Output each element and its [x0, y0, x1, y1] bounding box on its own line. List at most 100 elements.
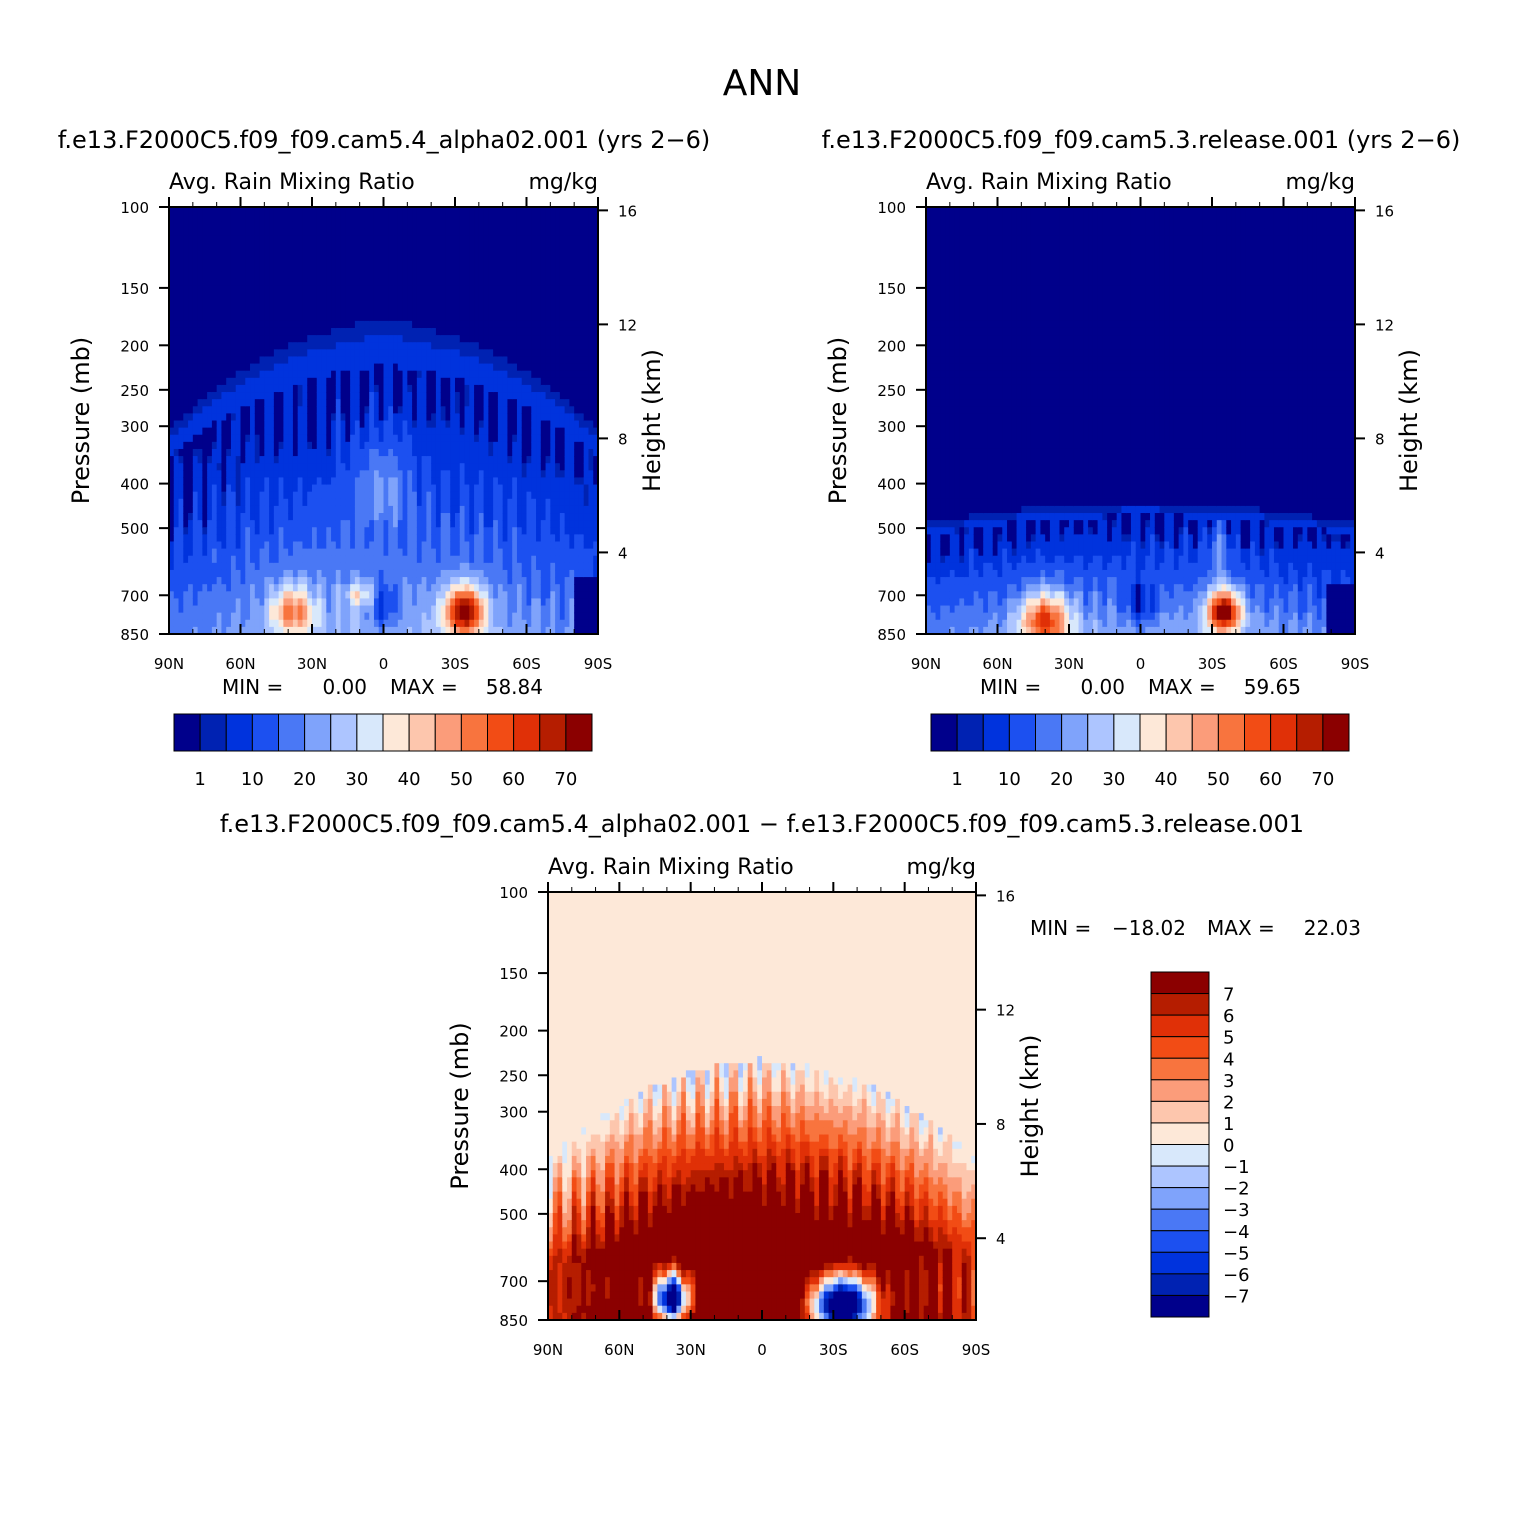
- contour-cell: [197, 619, 203, 628]
- contour-cell: [240, 370, 246, 379]
- contour-cell: [359, 626, 366, 635]
- contour-cell: [450, 313, 456, 322]
- contour-cell: [512, 491, 518, 500]
- contour-cell: [402, 327, 408, 336]
- contour-cell: [426, 527, 432, 535]
- contour-cell: [474, 420, 480, 429]
- contour-cell: [297, 406, 304, 414]
- contour-cell: [359, 541, 366, 550]
- contour-cell: [312, 249, 318, 258]
- contour-cell: [383, 207, 389, 215]
- contour-cell: [202, 335, 208, 343]
- contour-cell: [169, 327, 175, 336]
- contour-cell: [493, 399, 499, 407]
- contour-cell: [445, 221, 451, 229]
- contour-cell: [207, 626, 213, 635]
- contour-cell: [493, 271, 499, 279]
- contour-cell: [316, 612, 323, 621]
- contour-cell: [545, 612, 551, 621]
- contour-cell: [197, 207, 203, 215]
- contour-cell: [278, 520, 284, 528]
- contour-cell: [245, 513, 251, 521]
- contour-cell: [321, 420, 327, 429]
- contour-cell: [540, 242, 547, 251]
- contour-cell: [559, 541, 566, 550]
- contour-cell: [464, 406, 470, 414]
- contour-cell: [526, 228, 532, 237]
- contour-cell: [431, 548, 437, 557]
- contour-cell: [364, 456, 370, 464]
- contour-cell: [459, 363, 466, 372]
- contour-cell: [307, 555, 313, 564]
- contour-cell: [402, 263, 408, 272]
- contour-cell: [312, 342, 318, 350]
- contour-cell: [221, 569, 227, 578]
- contour-cell: [431, 470, 437, 479]
- contour-cell: [331, 327, 337, 336]
- contour-cell: [431, 520, 437, 528]
- contour-cell: [531, 242, 537, 251]
- contour-cell: [197, 484, 203, 493]
- contour-cell: [493, 605, 499, 614]
- contour-cell: [455, 534, 461, 543]
- contour-cell: [297, 242, 304, 251]
- contour-cell: [221, 306, 227, 315]
- contour-cell: [540, 441, 547, 450]
- contour-cell: [259, 491, 265, 500]
- contour-cell: [292, 207, 299, 215]
- contour-cell: [531, 584, 537, 592]
- contour-cell: [221, 256, 227, 265]
- contour-cell: [378, 591, 385, 600]
- contour-cell: [183, 306, 189, 315]
- contour-cell: [373, 555, 380, 564]
- contour-cell: [269, 626, 275, 635]
- contour-cell: [211, 413, 218, 422]
- contour-cell: [240, 413, 246, 422]
- contour-cell: [273, 513, 280, 521]
- contour-cell: [440, 598, 447, 607]
- contour-cell: [383, 392, 389, 400]
- contour-cell: [173, 441, 180, 450]
- contour-cell: [316, 370, 323, 379]
- contour-cell: [269, 577, 275, 585]
- contour-cell: [269, 235, 275, 244]
- contour-cell: [545, 221, 551, 229]
- contour-cell: [173, 448, 180, 457]
- contour-cell: [211, 626, 218, 635]
- contour-cell: [331, 342, 337, 350]
- contour-cell: [435, 335, 442, 343]
- contour-cell: [221, 384, 227, 393]
- contour-cell: [364, 285, 370, 293]
- contour-cell: [326, 406, 332, 414]
- contour-cell: [378, 577, 385, 585]
- contour-cell: [254, 320, 261, 329]
- contour-cell: [345, 470, 351, 479]
- contour-cell: [407, 584, 413, 592]
- contour-cell: [230, 214, 237, 222]
- contour-cell: [340, 349, 346, 358]
- contour-cell: [369, 513, 375, 521]
- contour-cell: [497, 505, 504, 514]
- contour-cell: [188, 271, 194, 279]
- contour-cell: [445, 299, 451, 308]
- contour-cell: [559, 441, 566, 450]
- contour-cell: [326, 456, 332, 464]
- contour-cell: [393, 427, 399, 436]
- contour-cell: [564, 278, 570, 286]
- contour-cell: [507, 335, 513, 343]
- contour-cell: [169, 384, 175, 393]
- contour-cell: [526, 342, 532, 350]
- contour-cell: [245, 335, 251, 343]
- contour-cell: [488, 470, 494, 479]
- contour-cell: [273, 456, 280, 464]
- contour-cell: [373, 392, 380, 400]
- contour-cell: [240, 605, 246, 614]
- contour-cell: [335, 392, 342, 400]
- contour-cell: [216, 548, 223, 557]
- contour-cell: [412, 448, 418, 457]
- contour-cell: [507, 327, 513, 336]
- contour-cell: [502, 313, 509, 322]
- contour-cell: [512, 285, 518, 293]
- contour-cell: [259, 448, 265, 457]
- contour-cell: [474, 313, 480, 322]
